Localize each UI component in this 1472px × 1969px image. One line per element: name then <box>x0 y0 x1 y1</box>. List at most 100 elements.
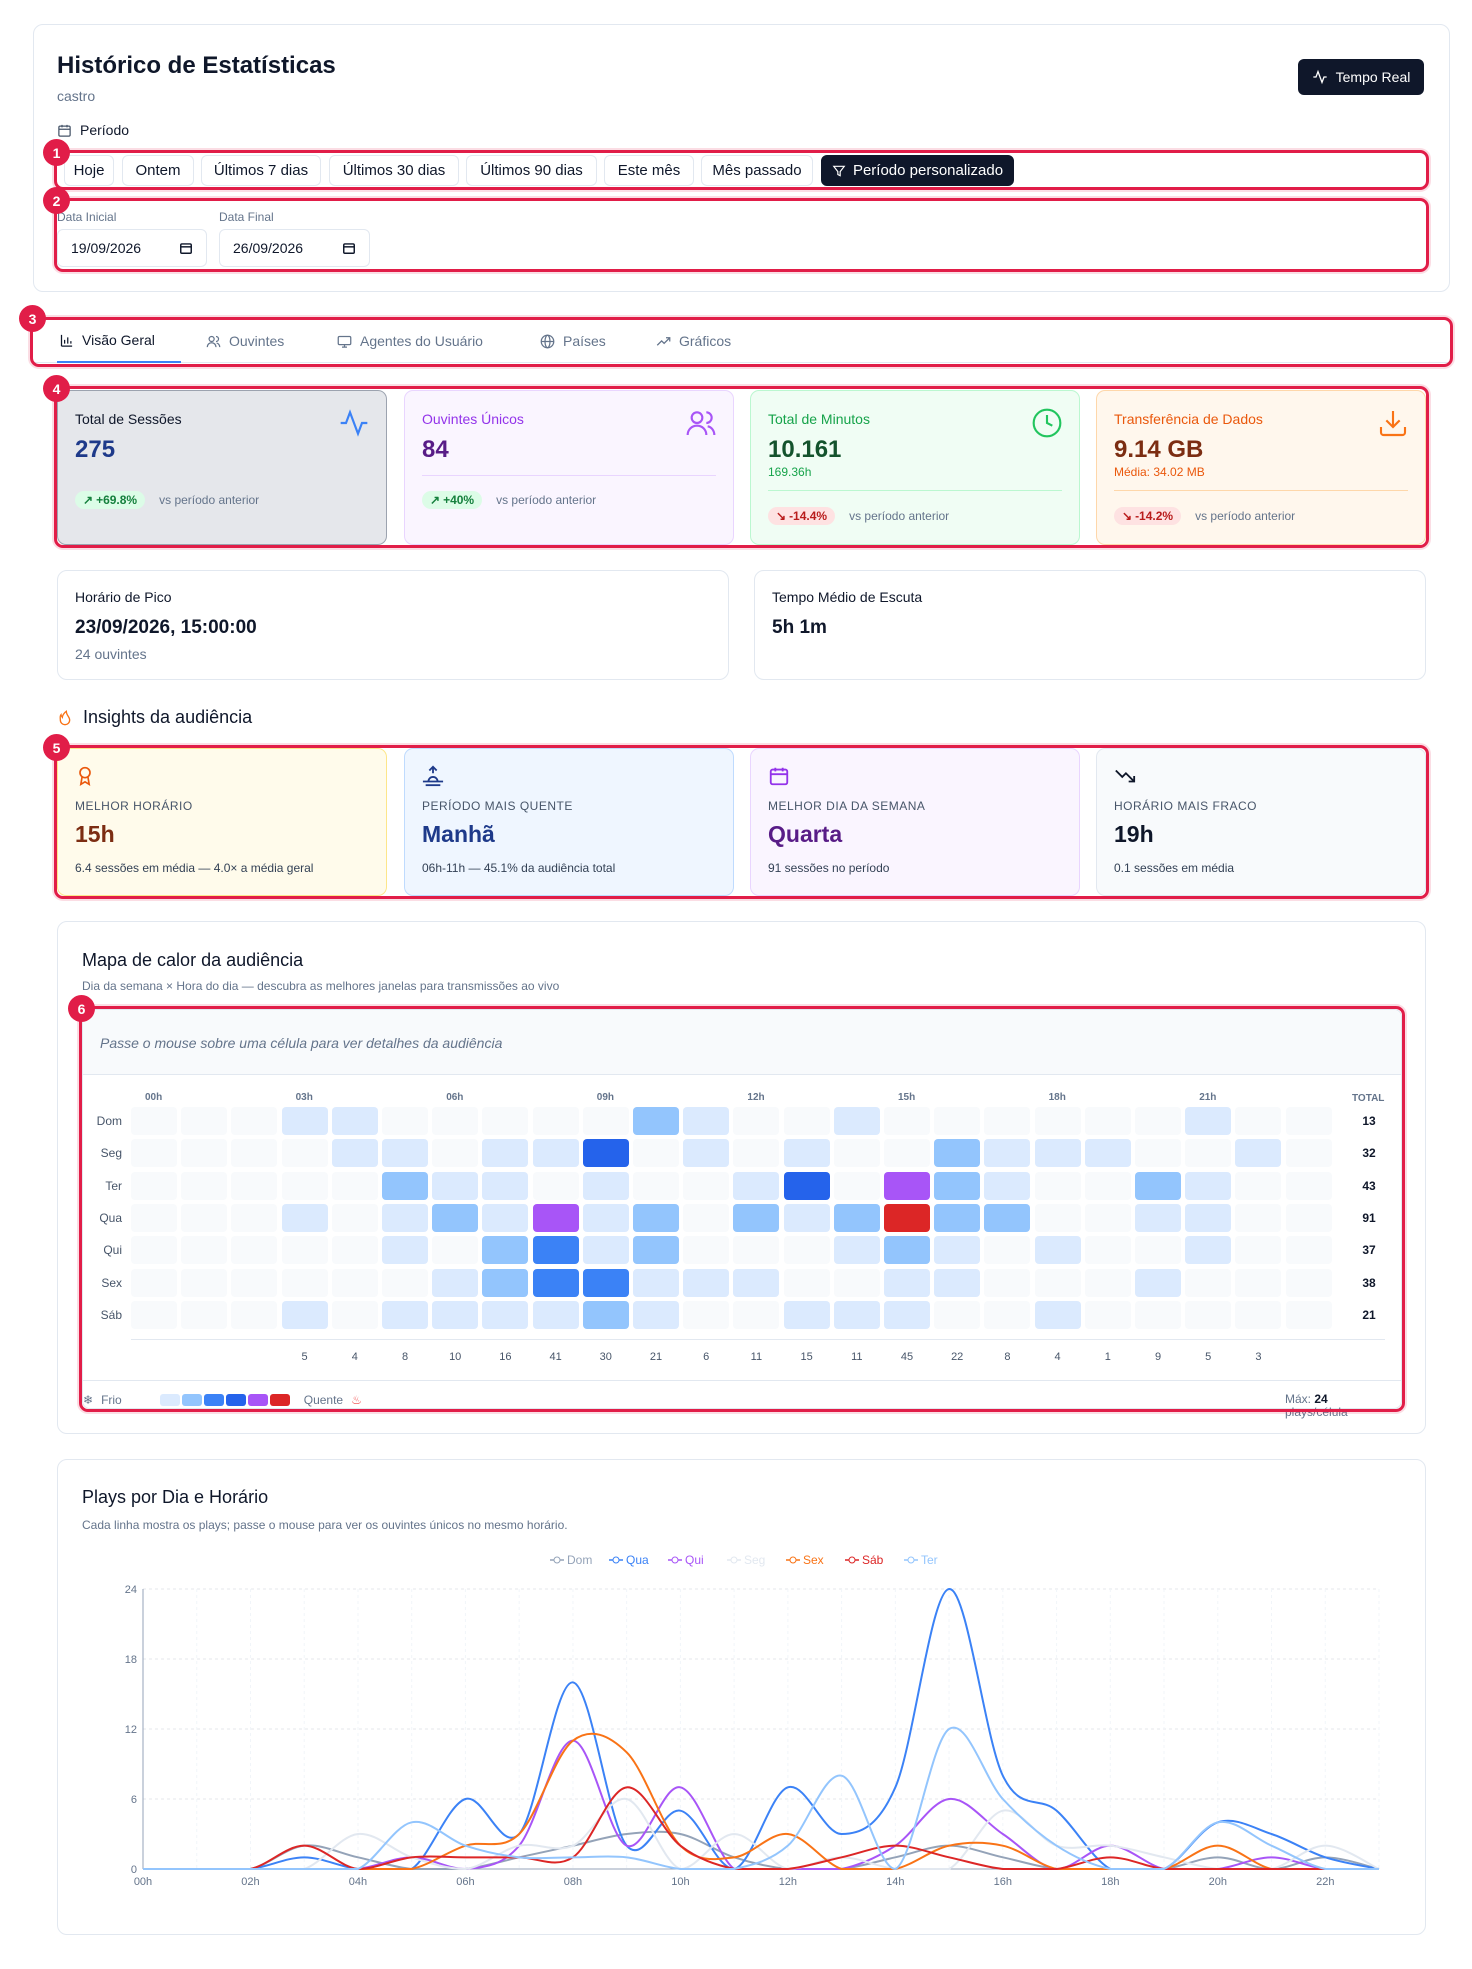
heatmap-cell[interactable] <box>582 1139 629 1168</box>
heatmap-cell[interactable] <box>934 1236 981 1265</box>
heatmap-cell[interactable] <box>1185 1203 1232 1232</box>
heatmap-cell[interactable] <box>733 1300 780 1329</box>
heatmap-cell[interactable] <box>1235 1171 1282 1200</box>
heatmap-cell[interactable] <box>1034 1107 1081 1135</box>
heatmap-cell[interactable] <box>683 1300 730 1329</box>
heatmap-cell[interactable] <box>532 1236 579 1265</box>
heatmap-cell[interactable] <box>1135 1236 1181 1265</box>
heatmap-cell[interactable] <box>984 1203 1031 1232</box>
heatmap-cell[interactable] <box>783 1107 830 1135</box>
heatmap-cell[interactable] <box>432 1300 479 1329</box>
heatmap-cell[interactable] <box>934 1203 981 1232</box>
heatmap-cell[interactable] <box>1084 1268 1131 1297</box>
heatmap-cell[interactable] <box>934 1107 981 1135</box>
heatmap-cell[interactable] <box>633 1268 679 1297</box>
heatmap-cell[interactable] <box>934 1171 981 1200</box>
heatmap-cell[interactable] <box>1285 1203 1332 1232</box>
heatmap-cell[interactable] <box>331 1300 378 1329</box>
heatmap-cell[interactable] <box>231 1171 278 1200</box>
heatmap-cell[interactable] <box>532 1171 579 1200</box>
heatmap-cell[interactable] <box>1084 1203 1131 1232</box>
heatmap-cell[interactable] <box>582 1107 629 1135</box>
heatmap-cell[interactable] <box>231 1236 278 1265</box>
heatmap-cell[interactable] <box>382 1300 428 1329</box>
heatmap-cell[interactable] <box>181 1203 228 1232</box>
heatmap-cell[interactable] <box>1135 1107 1181 1135</box>
heatmap-cell[interactable] <box>432 1268 479 1297</box>
heatmap-cell[interactable] <box>532 1139 579 1168</box>
heatmap-cell[interactable] <box>733 1139 780 1168</box>
heatmap-cell[interactable] <box>131 1139 177 1168</box>
heatmap-cell[interactable] <box>532 1107 579 1135</box>
period-custom[interactable]: Período personalizado <box>821 155 1014 186</box>
heatmap-cell[interactable] <box>582 1171 629 1200</box>
heatmap-cell[interactable] <box>633 1203 679 1232</box>
plays-line-chart[interactable]: 0 6 12 18 24 00h 02h 04h 06h 08h 10h 12h 14h 16h 18h 20… <box>82 1550 1402 1920</box>
heatmap-cell[interactable] <box>131 1300 177 1329</box>
heatmap-cell[interactable] <box>934 1139 981 1168</box>
heatmap-cell[interactable] <box>331 1268 378 1297</box>
heatmap-cell[interactable] <box>131 1171 177 1200</box>
heatmap-cell[interactable] <box>281 1203 328 1232</box>
heatmap-cell[interactable] <box>231 1300 278 1329</box>
period-yesterday[interactable]: Ontem <box>122 155 194 186</box>
heatmap-cell[interactable] <box>482 1236 529 1265</box>
heatmap-cell[interactable] <box>482 1139 529 1168</box>
heatmap-cell[interactable] <box>582 1203 629 1232</box>
heatmap-cell[interactable] <box>934 1300 981 1329</box>
heatmap-cell[interactable] <box>331 1107 378 1135</box>
heatmap-cell[interactable] <box>633 1139 679 1168</box>
heatmap-cell[interactable] <box>181 1139 228 1168</box>
heatmap-cell[interactable] <box>482 1268 529 1297</box>
heatmap-cell[interactable] <box>181 1107 228 1135</box>
heatmap-cell[interactable] <box>1285 1107 1332 1135</box>
heatmap-cell[interactable] <box>231 1107 278 1135</box>
heatmap-cell[interactable] <box>432 1139 479 1168</box>
tab-charts[interactable]: Gráficos <box>656 319 731 363</box>
heatmap-cell[interactable] <box>131 1268 177 1297</box>
heatmap-cell[interactable] <box>1034 1171 1081 1200</box>
heatmap-cell[interactable] <box>281 1300 328 1329</box>
heatmap-cell[interactable] <box>833 1268 880 1297</box>
heatmap-cell[interactable] <box>432 1236 479 1265</box>
heatmap-cell[interactable] <box>884 1171 930 1200</box>
heatmap-cell[interactable] <box>432 1203 479 1232</box>
heatmap-cell[interactable] <box>833 1107 880 1135</box>
heatmap-cell[interactable] <box>733 1268 780 1297</box>
tab-countries[interactable]: Países <box>540 319 606 363</box>
period-today[interactable]: Hoje <box>64 155 114 186</box>
heatmap-cell[interactable] <box>884 1268 930 1297</box>
heatmap-cell[interactable] <box>482 1107 529 1135</box>
heatmap-cell[interactable] <box>783 1139 830 1168</box>
heatmap-cell[interactable] <box>783 1171 830 1200</box>
heatmap-cell[interactable] <box>733 1203 780 1232</box>
heatmap-cell[interactable] <box>1135 1139 1181 1168</box>
realtime-button[interactable]: Tempo Real <box>1298 59 1424 95</box>
heatmap-cell[interactable] <box>833 1203 880 1232</box>
heatmap-cell[interactable] <box>833 1171 880 1200</box>
heatmap-cell[interactable] <box>1285 1236 1332 1265</box>
heatmap-cell[interactable] <box>1185 1107 1232 1135</box>
heatmap-cell[interactable] <box>1185 1171 1232 1200</box>
start-date-input[interactable]: 19/09/2026 <box>57 229 207 267</box>
heatmap-cell[interactable] <box>1084 1107 1131 1135</box>
period-7-days[interactable]: Últimos 7 dias <box>201 155 321 186</box>
period-30-days[interactable]: Últimos 30 dias <box>329 155 459 186</box>
heatmap-cell[interactable] <box>331 1236 378 1265</box>
period-last-month[interactable]: Mês passado <box>701 155 813 186</box>
heatmap-cell[interactable] <box>783 1203 830 1232</box>
heatmap-cell[interactable] <box>131 1203 177 1232</box>
heatmap-cell[interactable] <box>131 1236 177 1265</box>
heatmap-cell[interactable] <box>683 1171 730 1200</box>
heatmap-cell[interactable] <box>833 1300 880 1329</box>
heatmap-cell[interactable] <box>1185 1268 1232 1297</box>
heatmap-cell[interactable] <box>683 1107 730 1135</box>
period-this-month[interactable]: Este mês <box>604 155 694 186</box>
heatmap-cell[interactable] <box>833 1236 880 1265</box>
heatmap-cell[interactable] <box>331 1139 378 1168</box>
heatmap-cell[interactable] <box>884 1236 930 1265</box>
heatmap-cell[interactable] <box>1285 1139 1332 1168</box>
heatmap-cell[interactable] <box>582 1236 629 1265</box>
heatmap-cell[interactable] <box>1185 1300 1232 1329</box>
heatmap-cell[interactable] <box>1084 1171 1131 1200</box>
